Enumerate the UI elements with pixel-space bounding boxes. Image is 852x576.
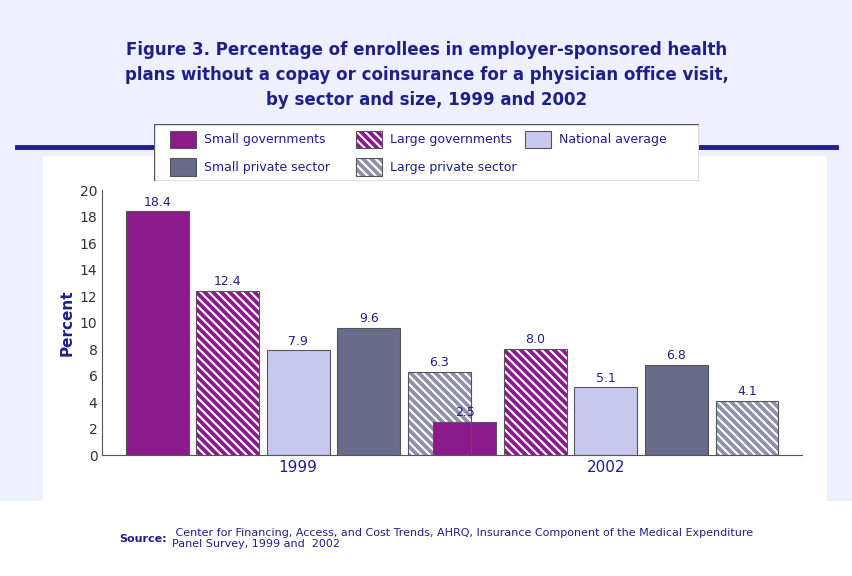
FancyBboxPatch shape <box>153 124 699 181</box>
FancyBboxPatch shape <box>355 131 382 148</box>
FancyBboxPatch shape <box>170 158 196 176</box>
Text: Small private sector: Small private sector <box>204 161 330 173</box>
FancyBboxPatch shape <box>170 131 196 148</box>
Text: 4.1: 4.1 <box>736 385 756 398</box>
Bar <box>196 291 259 455</box>
Text: 5.1: 5.1 <box>596 372 615 385</box>
Bar <box>407 372 470 455</box>
Text: National average: National average <box>559 133 666 146</box>
Text: 6.8: 6.8 <box>665 349 686 362</box>
FancyBboxPatch shape <box>43 156 826 501</box>
FancyBboxPatch shape <box>524 131 550 148</box>
Bar <box>433 422 496 455</box>
Bar <box>504 349 567 455</box>
Y-axis label: Percent: Percent <box>59 289 74 356</box>
Text: 8.0: 8.0 <box>525 334 544 346</box>
Bar <box>644 365 707 455</box>
Bar <box>407 372 470 455</box>
Text: 9.6: 9.6 <box>359 312 378 325</box>
Bar <box>715 401 778 455</box>
Text: 18.4: 18.4 <box>143 196 171 209</box>
Text: Large governments: Large governments <box>389 133 511 146</box>
Text: Source:: Source: <box>119 533 167 544</box>
Text: Small governments: Small governments <box>204 133 325 146</box>
Bar <box>504 349 567 455</box>
Bar <box>125 211 188 455</box>
Bar <box>715 401 778 455</box>
Text: Figure 3. Percentage of enrollees in employer-sponsored health
plans without a c: Figure 3. Percentage of enrollees in emp… <box>124 41 728 109</box>
Text: 2.5: 2.5 <box>454 406 475 419</box>
Text: 7.9: 7.9 <box>288 335 308 348</box>
Text: Large private sector: Large private sector <box>389 161 515 173</box>
Text: Center for Financing, Access, and Cost Trends, AHRQ, Insurance Component of the : Center for Financing, Access, and Cost T… <box>172 528 752 550</box>
FancyBboxPatch shape <box>355 158 382 176</box>
Text: 6.3: 6.3 <box>429 356 448 369</box>
Bar <box>574 388 636 455</box>
Text: 12.4: 12.4 <box>214 275 241 288</box>
Bar <box>196 291 259 455</box>
Bar <box>337 328 400 455</box>
Bar <box>267 350 329 455</box>
FancyBboxPatch shape <box>0 501 852 576</box>
